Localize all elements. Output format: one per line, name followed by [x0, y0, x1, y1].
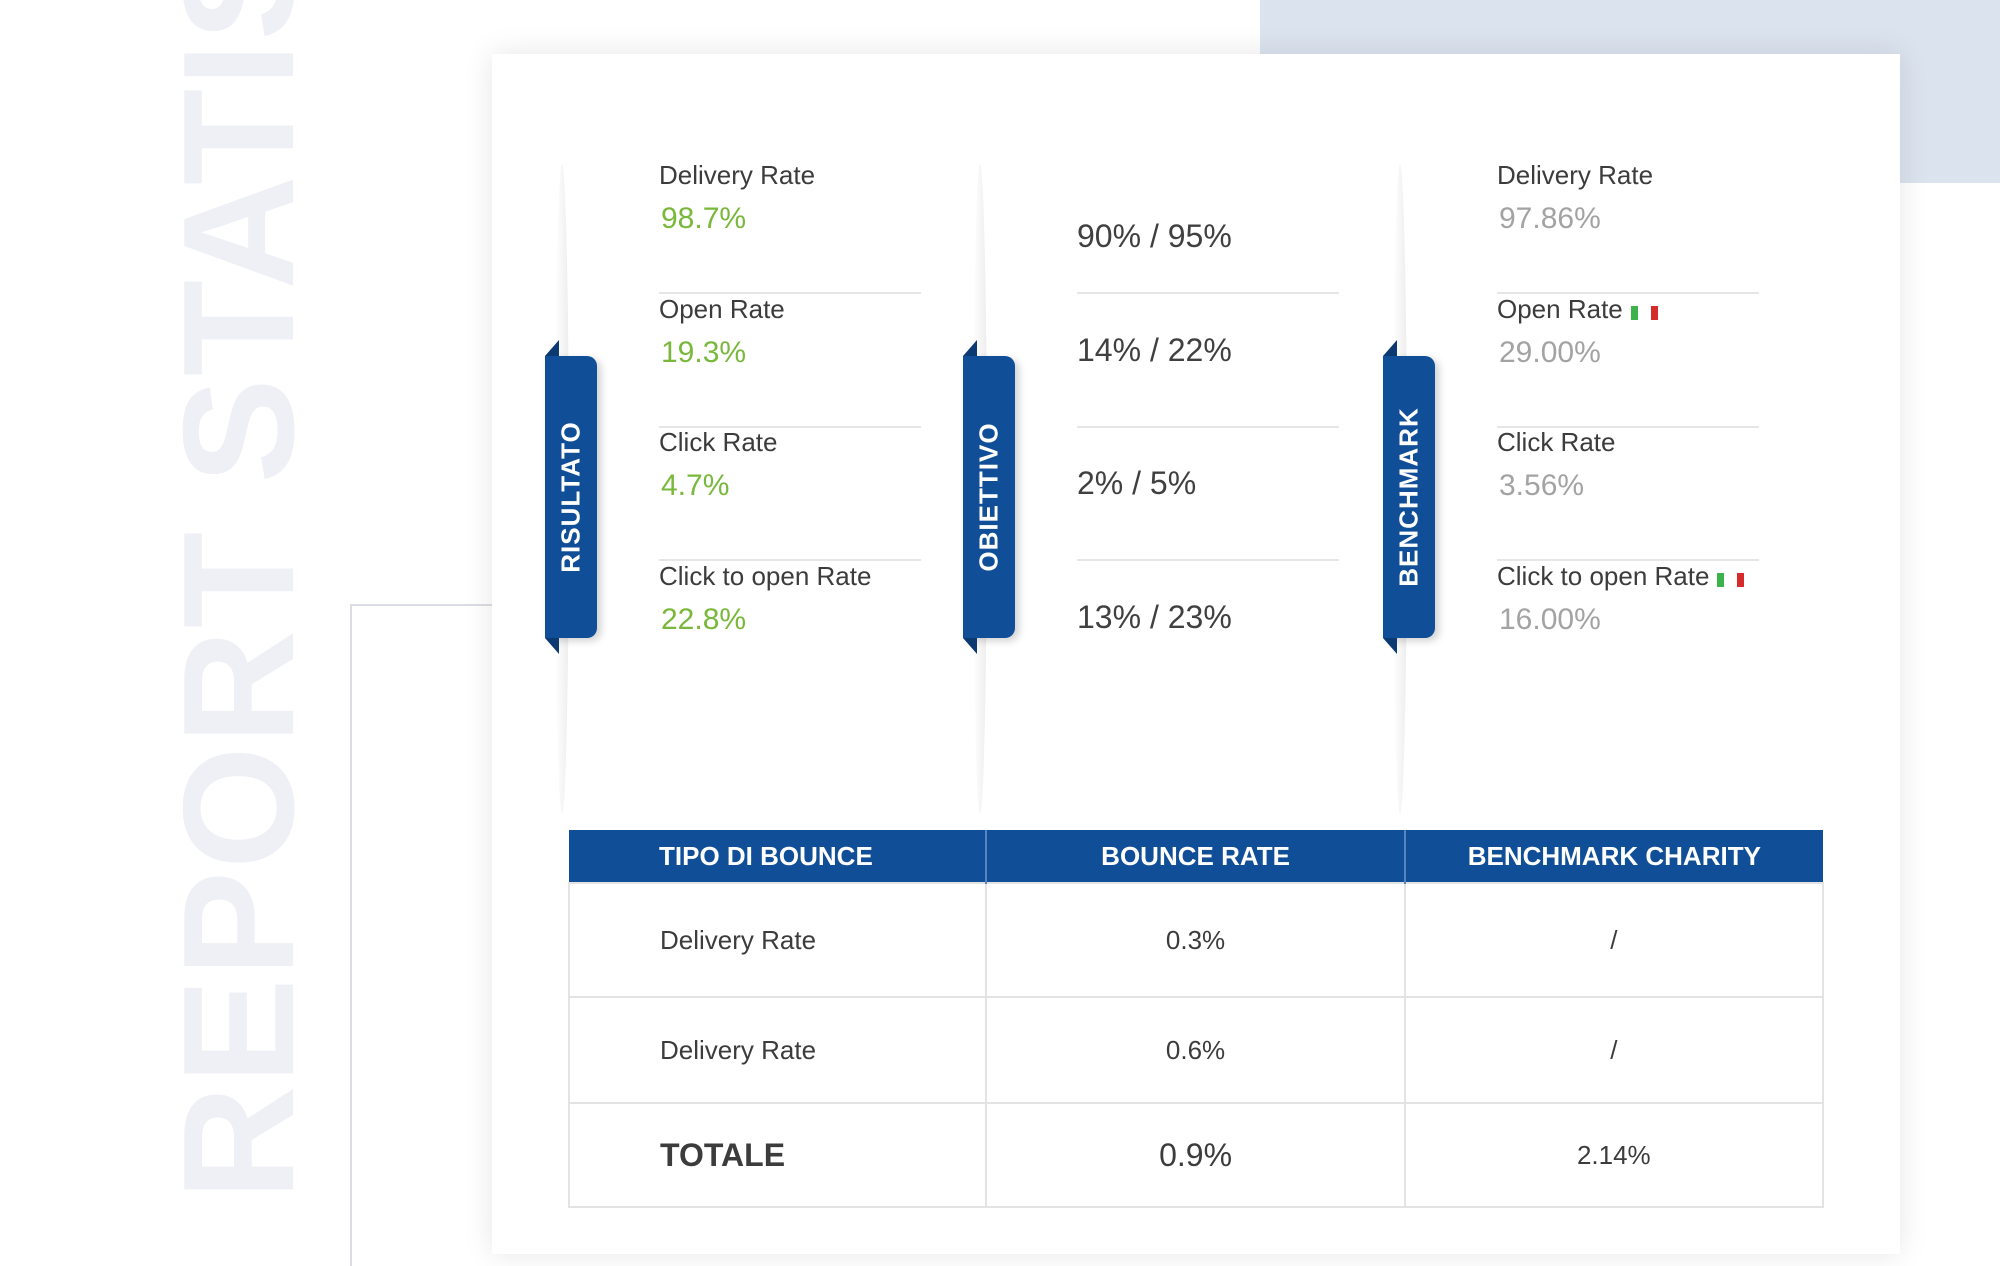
metric-click-to-open-rate: Click to open Rate 22.8% [659, 561, 921, 693]
risultato-column: RISULTATO Delivery Rate 98.7% Open Rate … [545, 124, 989, 854]
table-row: Delivery Rate 0.3% / [567, 882, 1825, 998]
goal-delivery-rate: 90% / 95% [1077, 160, 1339, 294]
metric-value: 29.00% [1499, 336, 1601, 369]
table-total-row: TOTALE 0.9% 2.14% [567, 1102, 1825, 1208]
goal-click-to-open-rate: 13% / 23% [1077, 561, 1339, 693]
total-label: TOTALE [567, 1102, 988, 1208]
metric-value: 98.7% [661, 202, 747, 235]
obiettivo-ribbon: OBIETTIVO [963, 340, 1015, 654]
header-benchmark-charity: BENCHMARK CHARITY [1404, 830, 1823, 883]
metric-open-rate: Open Rate 19.3% [659, 294, 921, 428]
metric-click-rate: Click Rate 4.7% [659, 427, 921, 561]
metric-label-text: Click to open Rate [1497, 561, 1710, 591]
total-bounce-rate: 0.9% [985, 1102, 1406, 1208]
table-header-row: TIPO DI BOUNCE BOUNCE RATE BENCHMARK CHA… [569, 830, 1823, 883]
statistics-card: RISULTATO Delivery Rate 98.7% Open Rate … [492, 54, 1900, 1254]
goal-click-rate: 2% / 5% [1077, 427, 1339, 561]
metric-label: Open Rate [659, 294, 785, 324]
goal-open-rate: 14% / 22% [1077, 294, 1339, 428]
metric-value: 4.7% [661, 469, 730, 502]
metric-delivery-rate: Delivery Rate 98.7% [659, 160, 921, 294]
metric-value: 16.00% [1499, 603, 1601, 636]
metric-label-text: Open Rate [1497, 294, 1623, 324]
header-tipo-di-bounce: TIPO DI BOUNCE [569, 830, 988, 883]
header-bounce-rate: BOUNCE RATE [986, 830, 1406, 883]
benchmark-click-to-open-rate: Click to open Rate 16.00% [1497, 561, 1759, 693]
goal-value: 2% / 5% [1077, 465, 1197, 501]
metric-label: Click Rate [659, 427, 778, 457]
metric-label: Click to open Rate [659, 561, 872, 591]
bounce-rate-cell: 0.3% [985, 882, 1406, 998]
benchmark-cell: / [1403, 996, 1825, 1104]
benchmark-open-rate: Open Rate 29.00% [1497, 294, 1759, 428]
bounce-type-cell: Delivery Rate [567, 882, 988, 998]
metric-value: 97.86% [1499, 202, 1601, 235]
ribbon-label: BENCHMARK [1393, 407, 1424, 587]
bounce-table: TIPO DI BOUNCE BOUNCE RATE BENCHMARK CHA… [567, 830, 1825, 1208]
benchmark-column: BENCHMARK Delivery Rate 97.86% Open Rate… [1383, 124, 1827, 854]
benchmark-click-rate: Click Rate 3.56% [1497, 427, 1759, 561]
goal-value: 14% / 22% [1077, 332, 1232, 368]
metric-value: 22.8% [661, 603, 747, 636]
goal-value: 90% / 95% [1077, 218, 1232, 254]
benchmark-ribbon: BENCHMARK [1383, 340, 1435, 654]
risultato-ribbon: RISULTATO [545, 340, 597, 654]
table-row: Delivery Rate 0.6% / [567, 996, 1825, 1104]
metric-label: Click Rate [1497, 427, 1616, 457]
metric-label: Open Rate [1497, 294, 1661, 327]
goal-value: 13% / 23% [1077, 599, 1232, 635]
benchmark-cell: / [1403, 882, 1825, 998]
ribbon-label: RISULTATO [555, 421, 586, 573]
ribbon-label: OBIETTIVO [973, 422, 1004, 572]
italy-flag-icon [1717, 563, 1747, 594]
obiettivo-column: OBIETTIVO 90% / 95% 14% / 22% 2% / 5% 13… [963, 124, 1407, 854]
background-title: REPORT STATISTICHE [151, 0, 327, 1200]
metric-value: 19.3% [661, 336, 747, 369]
total-benchmark: 2.14% [1403, 1102, 1825, 1208]
benchmark-delivery-rate: Delivery Rate 97.86% [1497, 160, 1759, 294]
metric-label: Click to open Rate [1497, 561, 1747, 594]
metric-label: Delivery Rate [659, 160, 816, 190]
italy-flag-icon [1630, 296, 1661, 327]
bounce-type-cell: Delivery Rate [567, 996, 988, 1104]
metric-label: Delivery Rate [1497, 160, 1654, 190]
bounce-rate-cell: 0.6% [985, 996, 1406, 1104]
metric-value: 3.56% [1499, 469, 1585, 502]
